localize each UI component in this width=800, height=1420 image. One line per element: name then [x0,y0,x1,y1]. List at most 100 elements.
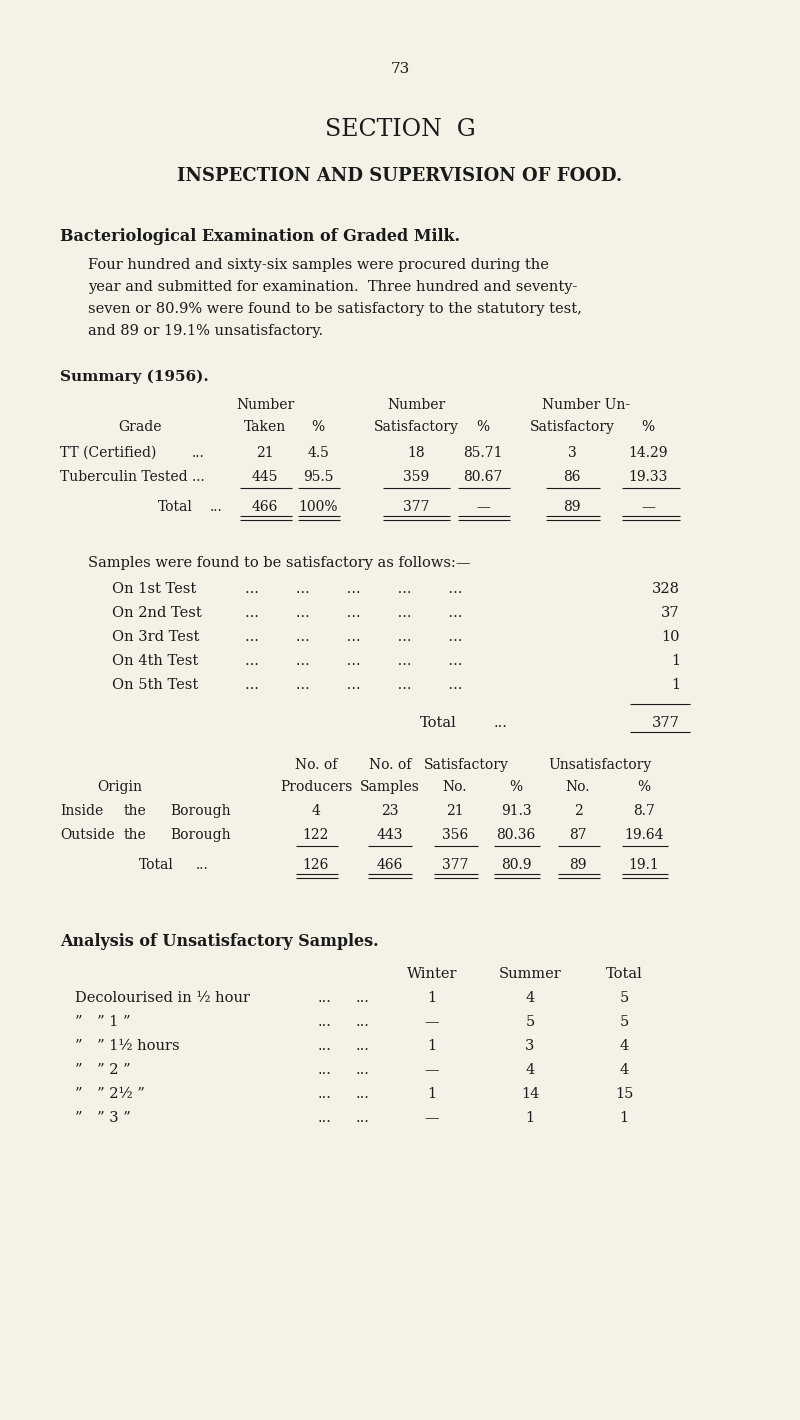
Text: 1: 1 [619,1110,629,1125]
Text: Satisfactory: Satisfactory [530,420,614,435]
Text: ...: ... [318,991,332,1005]
Text: 19.64: 19.64 [624,828,664,842]
Text: 73: 73 [390,62,410,77]
Text: Bacteriological Examination of Graded Milk.: Bacteriological Examination of Graded Mi… [60,229,460,246]
Text: 377: 377 [442,858,468,872]
Text: No.: No. [566,780,590,794]
Text: Analysis of Unsatisfactory Samples.: Analysis of Unsatisfactory Samples. [60,933,378,950]
Text: ...        ...        ...        ...        ...: ... ... ... ... ... [245,582,462,596]
Text: Summer: Summer [498,967,562,981]
Text: Satisfactory: Satisfactory [423,758,509,772]
Text: 126: 126 [303,858,329,872]
Text: Number: Number [387,398,445,412]
Text: 4: 4 [619,1064,629,1076]
Text: 10: 10 [662,630,680,645]
Text: No.: No. [442,780,467,794]
Text: 80.9: 80.9 [501,858,531,872]
Text: 3: 3 [526,1039,534,1054]
Text: Origin: Origin [98,780,142,794]
Text: Borough: Borough [170,804,230,818]
Text: 15: 15 [615,1086,633,1100]
Text: 466: 466 [252,500,278,514]
Text: ” ” 3 ”: ” ” 3 ” [75,1110,130,1125]
Text: Number: Number [236,398,294,412]
Text: 100%: 100% [298,500,338,514]
Text: 4.5: 4.5 [307,446,329,460]
Text: Grade: Grade [118,420,162,435]
Text: %: % [311,420,325,435]
Text: Taken: Taken [244,420,286,435]
Text: No. of: No. of [369,758,411,772]
Text: ...        ...        ...        ...        ...: ... ... ... ... ... [245,630,462,645]
Text: Total: Total [158,500,193,514]
Text: 19.33: 19.33 [628,470,668,484]
Text: Samples: Samples [360,780,420,794]
Text: 466: 466 [377,858,403,872]
Text: Winter: Winter [406,967,458,981]
Text: %: % [510,780,522,794]
Text: 5: 5 [619,991,629,1005]
Text: 1: 1 [671,677,680,692]
Text: ...: ... [356,1064,370,1076]
Text: ...: ... [356,1039,370,1054]
Text: ...: ... [318,1110,332,1125]
Text: Four hundred and sixty-six samples were procured during the: Four hundred and sixty-six samples were … [88,258,549,273]
Text: ...: ... [318,1064,332,1076]
Text: —: — [425,1015,439,1030]
Text: ...        ...        ...        ...        ...: ... ... ... ... ... [245,655,462,667]
Text: Tuberculin Tested ...: Tuberculin Tested ... [60,470,205,484]
Text: 14.29: 14.29 [628,446,668,460]
Text: ...: ... [356,991,370,1005]
Text: 4: 4 [526,991,534,1005]
Text: —: — [425,1110,439,1125]
Text: 328: 328 [652,582,680,596]
Text: Borough: Borough [170,828,230,842]
Text: 8.7: 8.7 [633,804,655,818]
Text: seven or 80.9% were found to be satisfactory to the statutory test,: seven or 80.9% were found to be satisfac… [88,302,582,317]
Text: Decolourised in ½ hour: Decolourised in ½ hour [75,991,250,1005]
Text: 14: 14 [521,1086,539,1100]
Text: Outside: Outside [60,828,114,842]
Text: 377: 377 [402,500,430,514]
Text: 80.36: 80.36 [496,828,536,842]
Text: 18: 18 [407,446,425,460]
Text: 87: 87 [569,828,587,842]
Text: and 89 or 19.1% unsatisfactory.: and 89 or 19.1% unsatisfactory. [88,324,323,338]
Text: ” ” 1 ”: ” ” 1 ” [75,1015,130,1030]
Text: 377: 377 [652,716,680,730]
Text: 80.67: 80.67 [463,470,502,484]
Text: ...        ...        ...        ...        ...: ... ... ... ... ... [245,677,462,692]
Text: Number Un-: Number Un- [542,398,630,412]
Text: ...: ... [196,858,209,872]
Text: ...: ... [356,1110,370,1125]
Text: 19.1: 19.1 [629,858,659,872]
Text: On 3rd Test: On 3rd Test [112,630,199,645]
Text: ...: ... [356,1086,370,1100]
Text: 1: 1 [427,1039,437,1054]
Text: 4: 4 [619,1039,629,1054]
Text: 95.5: 95.5 [302,470,334,484]
Text: 1: 1 [427,1086,437,1100]
Text: 89: 89 [570,858,586,872]
Text: the: the [124,804,146,818]
Text: —: — [476,500,490,514]
Text: No. of: No. of [295,758,337,772]
Text: 359: 359 [403,470,429,484]
Text: ...: ... [192,446,205,460]
Text: Total: Total [606,967,642,981]
Text: 85.71: 85.71 [463,446,502,460]
Text: %: % [638,780,650,794]
Text: ...        ...        ...        ...        ...: ... ... ... ... ... [245,606,462,621]
Text: 5: 5 [619,1015,629,1030]
Text: ...: ... [318,1086,332,1100]
Text: 4: 4 [311,804,321,818]
Text: 5: 5 [526,1015,534,1030]
Text: 86: 86 [563,470,581,484]
Text: 1: 1 [671,655,680,667]
Text: 23: 23 [382,804,398,818]
Text: 91.3: 91.3 [501,804,531,818]
Text: ” ” 1½ hours: ” ” 1½ hours [75,1039,180,1054]
Text: Samples were found to be satisfactory as follows:—: Samples were found to be satisfactory as… [88,557,470,569]
Text: year and submitted for examination.  Three hundred and seventy-: year and submitted for examination. Thre… [88,280,578,294]
Text: 89: 89 [563,500,581,514]
